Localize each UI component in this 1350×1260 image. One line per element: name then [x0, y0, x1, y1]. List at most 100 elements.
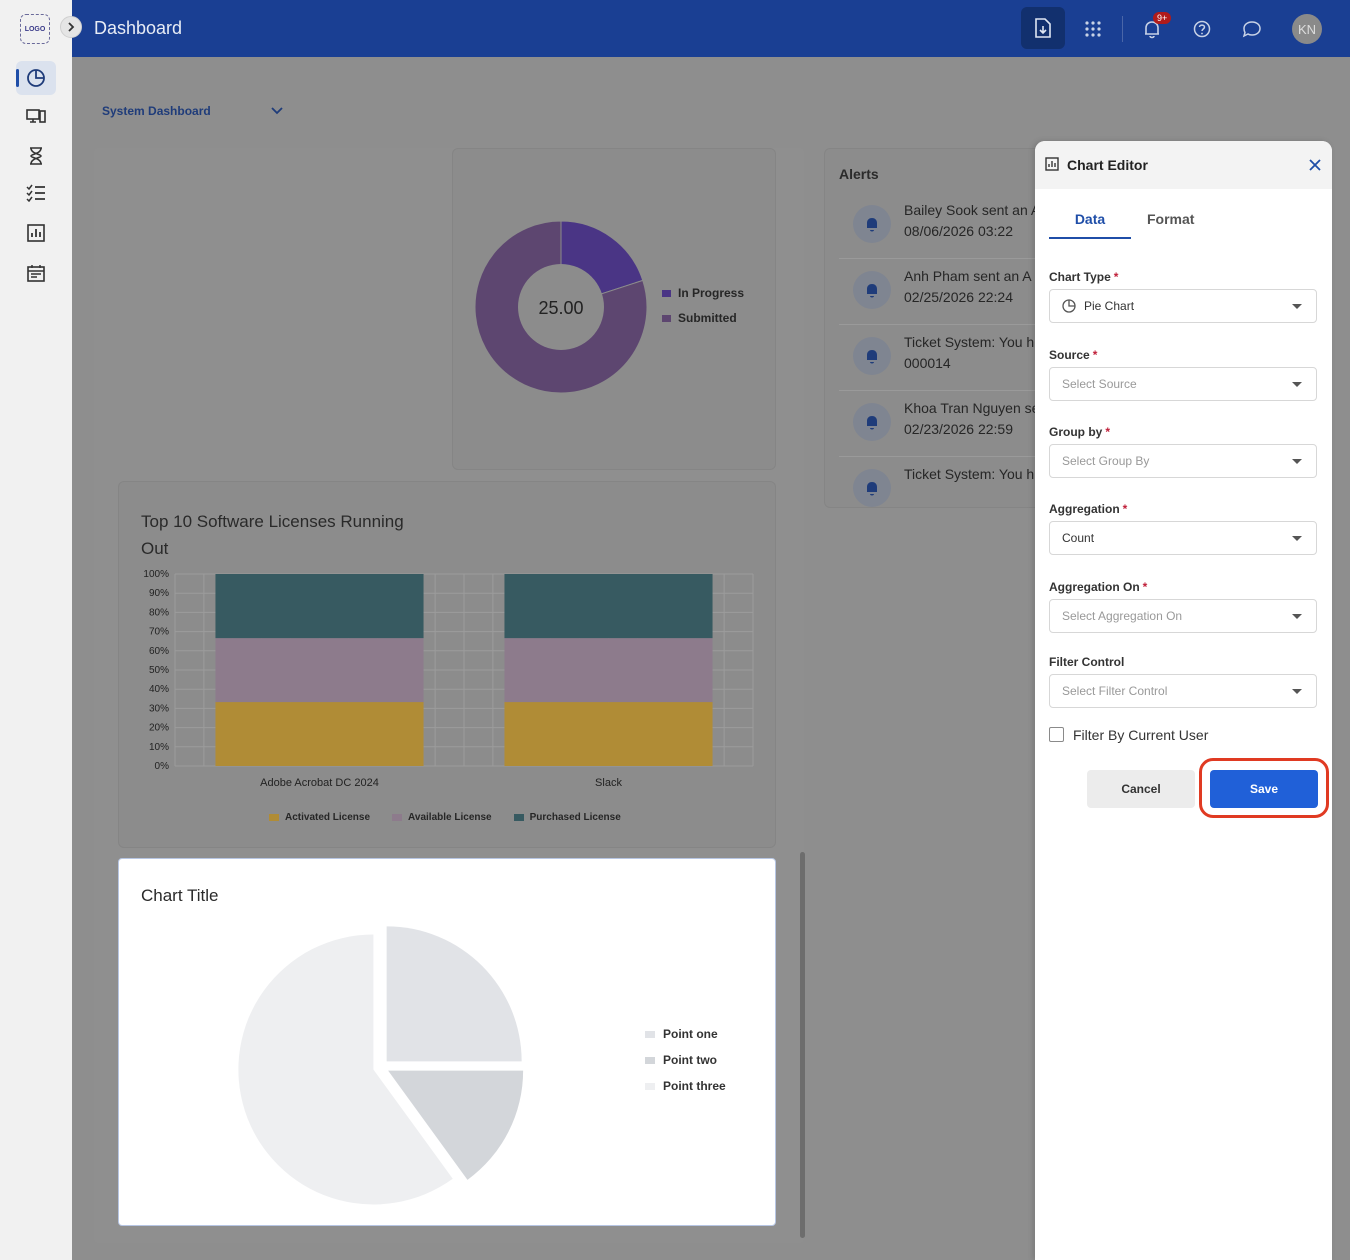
pie-slice-point-three	[238, 934, 453, 1205]
filter-control-placeholder: Select Filter Control	[1062, 684, 1168, 698]
legend-label: Purchased License	[529, 812, 621, 823]
source-select[interactable]: Select Source	[1049, 367, 1317, 401]
chart-editor-title: Chart Editor	[1067, 157, 1148, 173]
pie-chart-icon	[27, 69, 45, 87]
legend-label: Point one	[663, 1027, 718, 1041]
save-button[interactable]: Save	[1210, 770, 1318, 808]
caret-down-icon	[1292, 459, 1302, 464]
bar-segment-activated-license	[504, 702, 713, 766]
editor-tabs: Data Format	[1049, 211, 1319, 241]
y-tick-label: 0%	[155, 761, 170, 772]
legend-swatch	[645, 1030, 655, 1038]
dashboard-selector[interactable]: System Dashboard	[102, 104, 283, 118]
bar-chart-icon	[27, 224, 45, 242]
x-tick-label: Adobe Acrobat DC 2024	[260, 777, 379, 789]
status-donut-card: 25.00 In Progress Submitted	[452, 148, 776, 470]
logo: LOGO	[20, 14, 50, 44]
chat-button[interactable]	[1233, 10, 1271, 48]
legend-label: Submitted	[678, 311, 737, 325]
filter-by-user-label[interactable]: Filter By Current User	[1073, 727, 1209, 743]
legend-label: Point three	[663, 1079, 726, 1093]
group-by-select[interactable]: Select Group By	[1049, 444, 1317, 478]
chart-editor-header: Chart Editor	[1035, 141, 1332, 189]
header: Dashboard 9+ KN	[72, 0, 1350, 57]
page-title: Dashboard	[94, 18, 183, 38]
y-tick-label: 100%	[143, 569, 169, 580]
user-avatar[interactable]: KN	[1292, 14, 1322, 44]
alerts-card: Alerts Bailey Sook sent an A 08/06/2026 0…	[824, 148, 1050, 508]
alert-bell-icon	[853, 205, 891, 243]
licenses-legend: Activated License Available License Purc…	[269, 812, 621, 823]
filter-control-select[interactable]: Select Filter Control	[1049, 674, 1317, 708]
alert-text: Ticket System: You h	[904, 464, 1034, 485]
tab-format[interactable]: Format	[1147, 211, 1195, 227]
notification-badge: 9+	[1153, 12, 1172, 24]
placeholder-chart-card[interactable]: Chart Title Point one Point two Point th…	[118, 858, 776, 1226]
aggregation-label: Aggregation *	[1049, 502, 1128, 516]
alert-item[interactable]: Bailey Sook sent an A 08/06/2026 03:22	[839, 193, 1049, 259]
alert-item[interactable]: Khoa Tran Nguyen se 02/23/2026 22:59	[839, 391, 1049, 457]
alert-message: Anh Pham sent an A	[904, 268, 1032, 284]
bell-icon	[1145, 21, 1159, 39]
alert-message: Bailey Sook sent an A	[904, 202, 1041, 218]
legend-label: Point two	[663, 1053, 717, 1067]
caret-down-icon	[1292, 614, 1302, 619]
licenses-title-line1: Top 10 Software Licenses Running	[141, 512, 404, 531]
aggregation-on-select[interactable]: Select Aggregation On	[1049, 599, 1317, 633]
sidebar-item-tasks[interactable]	[16, 176, 56, 210]
alert-item[interactable]: Anh Pham sent an A 02/25/2026 22:24	[839, 259, 1049, 325]
close-icon[interactable]	[1309, 159, 1321, 171]
legend-item-activated: Activated License	[269, 812, 370, 823]
legend-item-point-three: Point three	[645, 1079, 726, 1093]
bar-segment-activated-license	[215, 702, 424, 766]
legend-item-available: Available License	[392, 812, 492, 823]
y-tick-label: 90%	[149, 588, 169, 599]
export-button[interactable]	[1021, 7, 1065, 49]
licenses-title-line2: Out	[141, 539, 169, 558]
sidebar-item-dashboard[interactable]	[16, 61, 56, 95]
donut-legend: In Progress Submitted	[662, 286, 744, 325]
alert-text: Anh Pham sent an A 02/25/2026 22:24	[904, 266, 1032, 308]
sidebar-item-devices[interactable]	[16, 100, 56, 134]
legend-swatch	[645, 1082, 655, 1090]
alert-item[interactable]: Ticket System: You h 000014	[839, 325, 1049, 391]
legend-label: Activated License	[285, 812, 371, 823]
aggregation-select[interactable]: Count	[1049, 521, 1317, 555]
sidebar-item-calendar[interactable]	[16, 256, 56, 290]
licenses-chart-title: Top 10 Software Licenses Running Out	[141, 508, 404, 562]
chat-icon	[1242, 21, 1261, 38]
sidebar-item-reports[interactable]	[16, 216, 56, 250]
chart-editor-panel: Chart Editor Data Format Chart Type * Pie…	[1035, 141, 1332, 1260]
notifications-button[interactable]: 9+	[1133, 10, 1172, 48]
devices-icon	[26, 109, 46, 123]
caret-down-icon	[1292, 304, 1302, 309]
sidebar-expand-button[interactable]	[60, 16, 82, 38]
alert-item[interactable]: Ticket System: You h	[839, 457, 1049, 507]
save-highlight-ring	[1199, 758, 1329, 818]
panel-scrollbar[interactable]	[800, 852, 805, 1238]
alert-bell-icon	[853, 403, 891, 441]
alert-bell-icon	[853, 271, 891, 309]
tab-data[interactable]: Data	[1049, 211, 1131, 239]
dashboard-selector-value: System Dashboard	[102, 104, 211, 118]
bar-segment-purchased-license	[504, 574, 713, 639]
sidebar-item-hourglass[interactable]	[16, 139, 56, 173]
hourglass-icon	[30, 147, 42, 165]
alert-message: Khoa Tran Nguyen se	[904, 400, 1040, 416]
cancel-button[interactable]: Cancel	[1087, 770, 1195, 808]
filter-by-user-checkbox[interactable]	[1049, 727, 1064, 742]
legend-label: In Progress	[678, 286, 745, 300]
legend-swatch	[662, 289, 671, 297]
apps-button[interactable]	[1074, 10, 1112, 48]
legend-item-point-two: Point two	[645, 1053, 726, 1067]
y-tick-label: 20%	[149, 723, 169, 734]
y-tick-label: 50%	[149, 665, 169, 676]
legend-swatch	[269, 814, 279, 821]
chevron-right-icon	[68, 22, 75, 32]
pie-chart-icon	[1062, 299, 1076, 313]
help-button[interactable]	[1183, 10, 1221, 48]
chart-type-select[interactable]: Pie Chart	[1049, 289, 1317, 323]
source-placeholder: Select Source	[1062, 377, 1137, 391]
caret-down-icon	[1292, 382, 1302, 387]
group-by-placeholder: Select Group By	[1062, 454, 1150, 468]
